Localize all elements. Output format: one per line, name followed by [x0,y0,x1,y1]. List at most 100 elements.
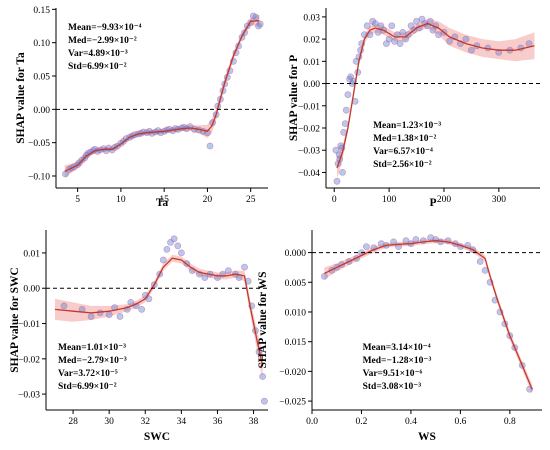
chart-swc-point [201,274,209,281]
chart-ws-x-tick-label: 0.4 [405,417,417,427]
chart-swc-point [241,263,248,271]
chart-swc-x-tick-label: 32 [141,417,151,427]
chart-swc-point [259,373,266,380]
chart-p-x-axis-label: P [429,197,436,209]
chart-ws-point [412,236,420,243]
chart-p-panel: 0 100 200 300 −0.04 −0.03 −0.02 −0.01 0.00 0.01 0.… [288,8,540,209]
chart-swc-stat-line: Std=6.99×10⁻² [58,382,117,392]
chart-p-x-tick-label: 100 [382,195,397,205]
chart-ws-panel: 0.0 0.2 0.4 0.6 0.8 0.000 0.005 0.010 0.015 −0.02… [257,230,542,443]
chart-p-point [340,128,347,136]
chart-ws-stat-line: Std=3.08×10⁻³ [363,382,422,392]
chart-swc-x-tick-label: 30 [104,417,114,427]
chart-swc-fit-line [54,257,264,367]
chart-p-x-tick-label: 300 [492,195,507,205]
chart-ta-y-tick-label: 0.00 [33,106,50,116]
chart-swc-x-tick-label: 34 [177,417,187,427]
chart-ta-point [252,13,260,21]
chart-ta-x-tick-label: 15 [159,195,169,205]
chart-p-y-tick-label: 0.02 [303,36,320,46]
chart-p-point [525,40,533,47]
chart-swc-stat-line: Mean=1.01×10⁻³ [58,343,126,353]
chart-swc-point [87,313,95,320]
chart-swc-point [116,313,124,320]
chart-p-point [462,35,470,43]
chart-p-point [388,22,396,30]
chart-swc-y-tick-label: −0.01 [18,320,40,330]
chart-ws-point [320,272,328,280]
chart-p-confidence-band [337,19,535,180]
chart-p-stat-line: Var=6.57×10⁻⁴ [373,147,433,157]
chart-ws-x-tick-label: 0.8 [504,417,516,427]
chart-ws-stat-line: Mean=3.14×10⁻⁴ [363,343,431,353]
chart-swc-point [174,242,182,250]
chart-swc-x-tick-label: 36 [213,417,223,427]
chart-swc-y-tick-label: −0.03 [18,391,40,401]
chart-swc-points [60,235,268,405]
chart-p-y-tick-label: 0.03 [303,13,320,23]
chart-p-point [339,168,346,176]
chart-swc-y-axis-label: SHAP value for SWC [9,267,21,373]
chart-swc-point [159,256,167,264]
chart-swc-point [177,249,185,257]
chart-ws-stat-line: Var=9.51×10⁻⁶ [363,369,423,379]
chart-ws-point [476,258,484,265]
chart-ws-y-tick-label: −0.025 [279,398,306,408]
chart-ws-y-tick-label: −0.020 [279,368,306,378]
chart-ws-stat-line: Med=−1.28×10⁻³ [363,356,432,366]
chart-swc-x-axis-label: SWC [144,431,170,443]
chart-swc-confidence-band [55,254,263,380]
chart-p-point [332,146,340,154]
chart-swc-point [60,302,68,310]
chart-p-stat-line: Mean=1.23×10⁻³ [373,121,441,131]
chart-ws-y-tick-label: 0.005 [285,279,307,289]
chart-ta-y-tick-label: −0.10 [28,173,50,183]
chart-ws-point [362,243,370,250]
chart-p-point [341,120,349,127]
chart-p-stat-line: Med=1.38×10⁻² [373,134,436,144]
chart-p-y-tick-label: 0.01 [303,58,320,68]
chart-ta-x-tick-label: 10 [116,195,126,205]
chart-swc-y-tick-label: 0.00 [23,285,40,295]
chart-swc-stat-line: Med=−2.79×10⁻³ [58,356,127,366]
chart-ta-fit-line [64,20,260,172]
chart-ws-y-axis-label: SHAP value for WS [257,271,269,368]
chart-swc-point [127,298,135,306]
chart-p-point [446,37,453,45]
chart-p-y-tick-label: −0.04 [298,169,320,179]
chart-ws-y-tick-label: 0.000 [285,249,307,259]
chart-ta-x-tick-label: 20 [203,195,213,205]
chart-p-stat-line: Std=2.56×10⁻² [373,160,432,170]
chart-swc-point [163,245,171,253]
chart-swc-point [167,238,174,246]
chart-ws-x-tick-label: 0.6 [454,417,466,427]
chart-p-point [396,40,404,47]
chart-p-y-tick-label: −0.01 [298,102,320,112]
chart-ws-x-axis-label: WS [418,431,436,443]
chart-swc-stat-line: Var=3.72×10⁻⁵ [58,369,118,379]
chart-ta-stat-line: Std=6.99×10⁻² [68,62,127,72]
chart-swc-x-tick-label: 28 [68,417,78,427]
chart-p-y-axis-label: SHAP value for P [288,55,300,141]
chart-p-point [333,177,341,185]
chart-swc-y-tick-label: 0.01 [23,249,40,259]
chart-ta-y-tick-label: −0.05 [28,139,50,149]
chart-swc-point [105,311,113,319]
chart-ta-x-tick-label: 25 [246,195,256,205]
chart-p-fit-line [336,22,535,169]
chart-p-x-tick-label: 200 [437,195,452,205]
chart-swc-point [260,397,268,405]
chart-swc-point [224,267,232,274]
chart-p-y-tick-label: −0.03 [298,147,320,157]
chart-swc-y-tick-label: −0.02 [18,355,40,365]
chart-ws-x-tick-label: 0.0 [306,417,318,427]
chart-p-y-tick-label: 0.00 [303,80,320,90]
chart-ws-fit-line [324,240,533,390]
chart-p-point [342,106,350,114]
chart-p-point [467,46,475,54]
chart-p-y-tick-label: −0.02 [298,125,320,135]
chart-ws-y-tick-label: 0.010 [285,308,307,318]
chart-ta-y-tick-label: 0.05 [33,73,50,83]
chart-ta-point [256,20,264,28]
chart-swc-panel: 28 30 32 34 36 38 −0.03 −0.02 −0.01 0.00 0.01 SWC SH… [9,230,268,443]
